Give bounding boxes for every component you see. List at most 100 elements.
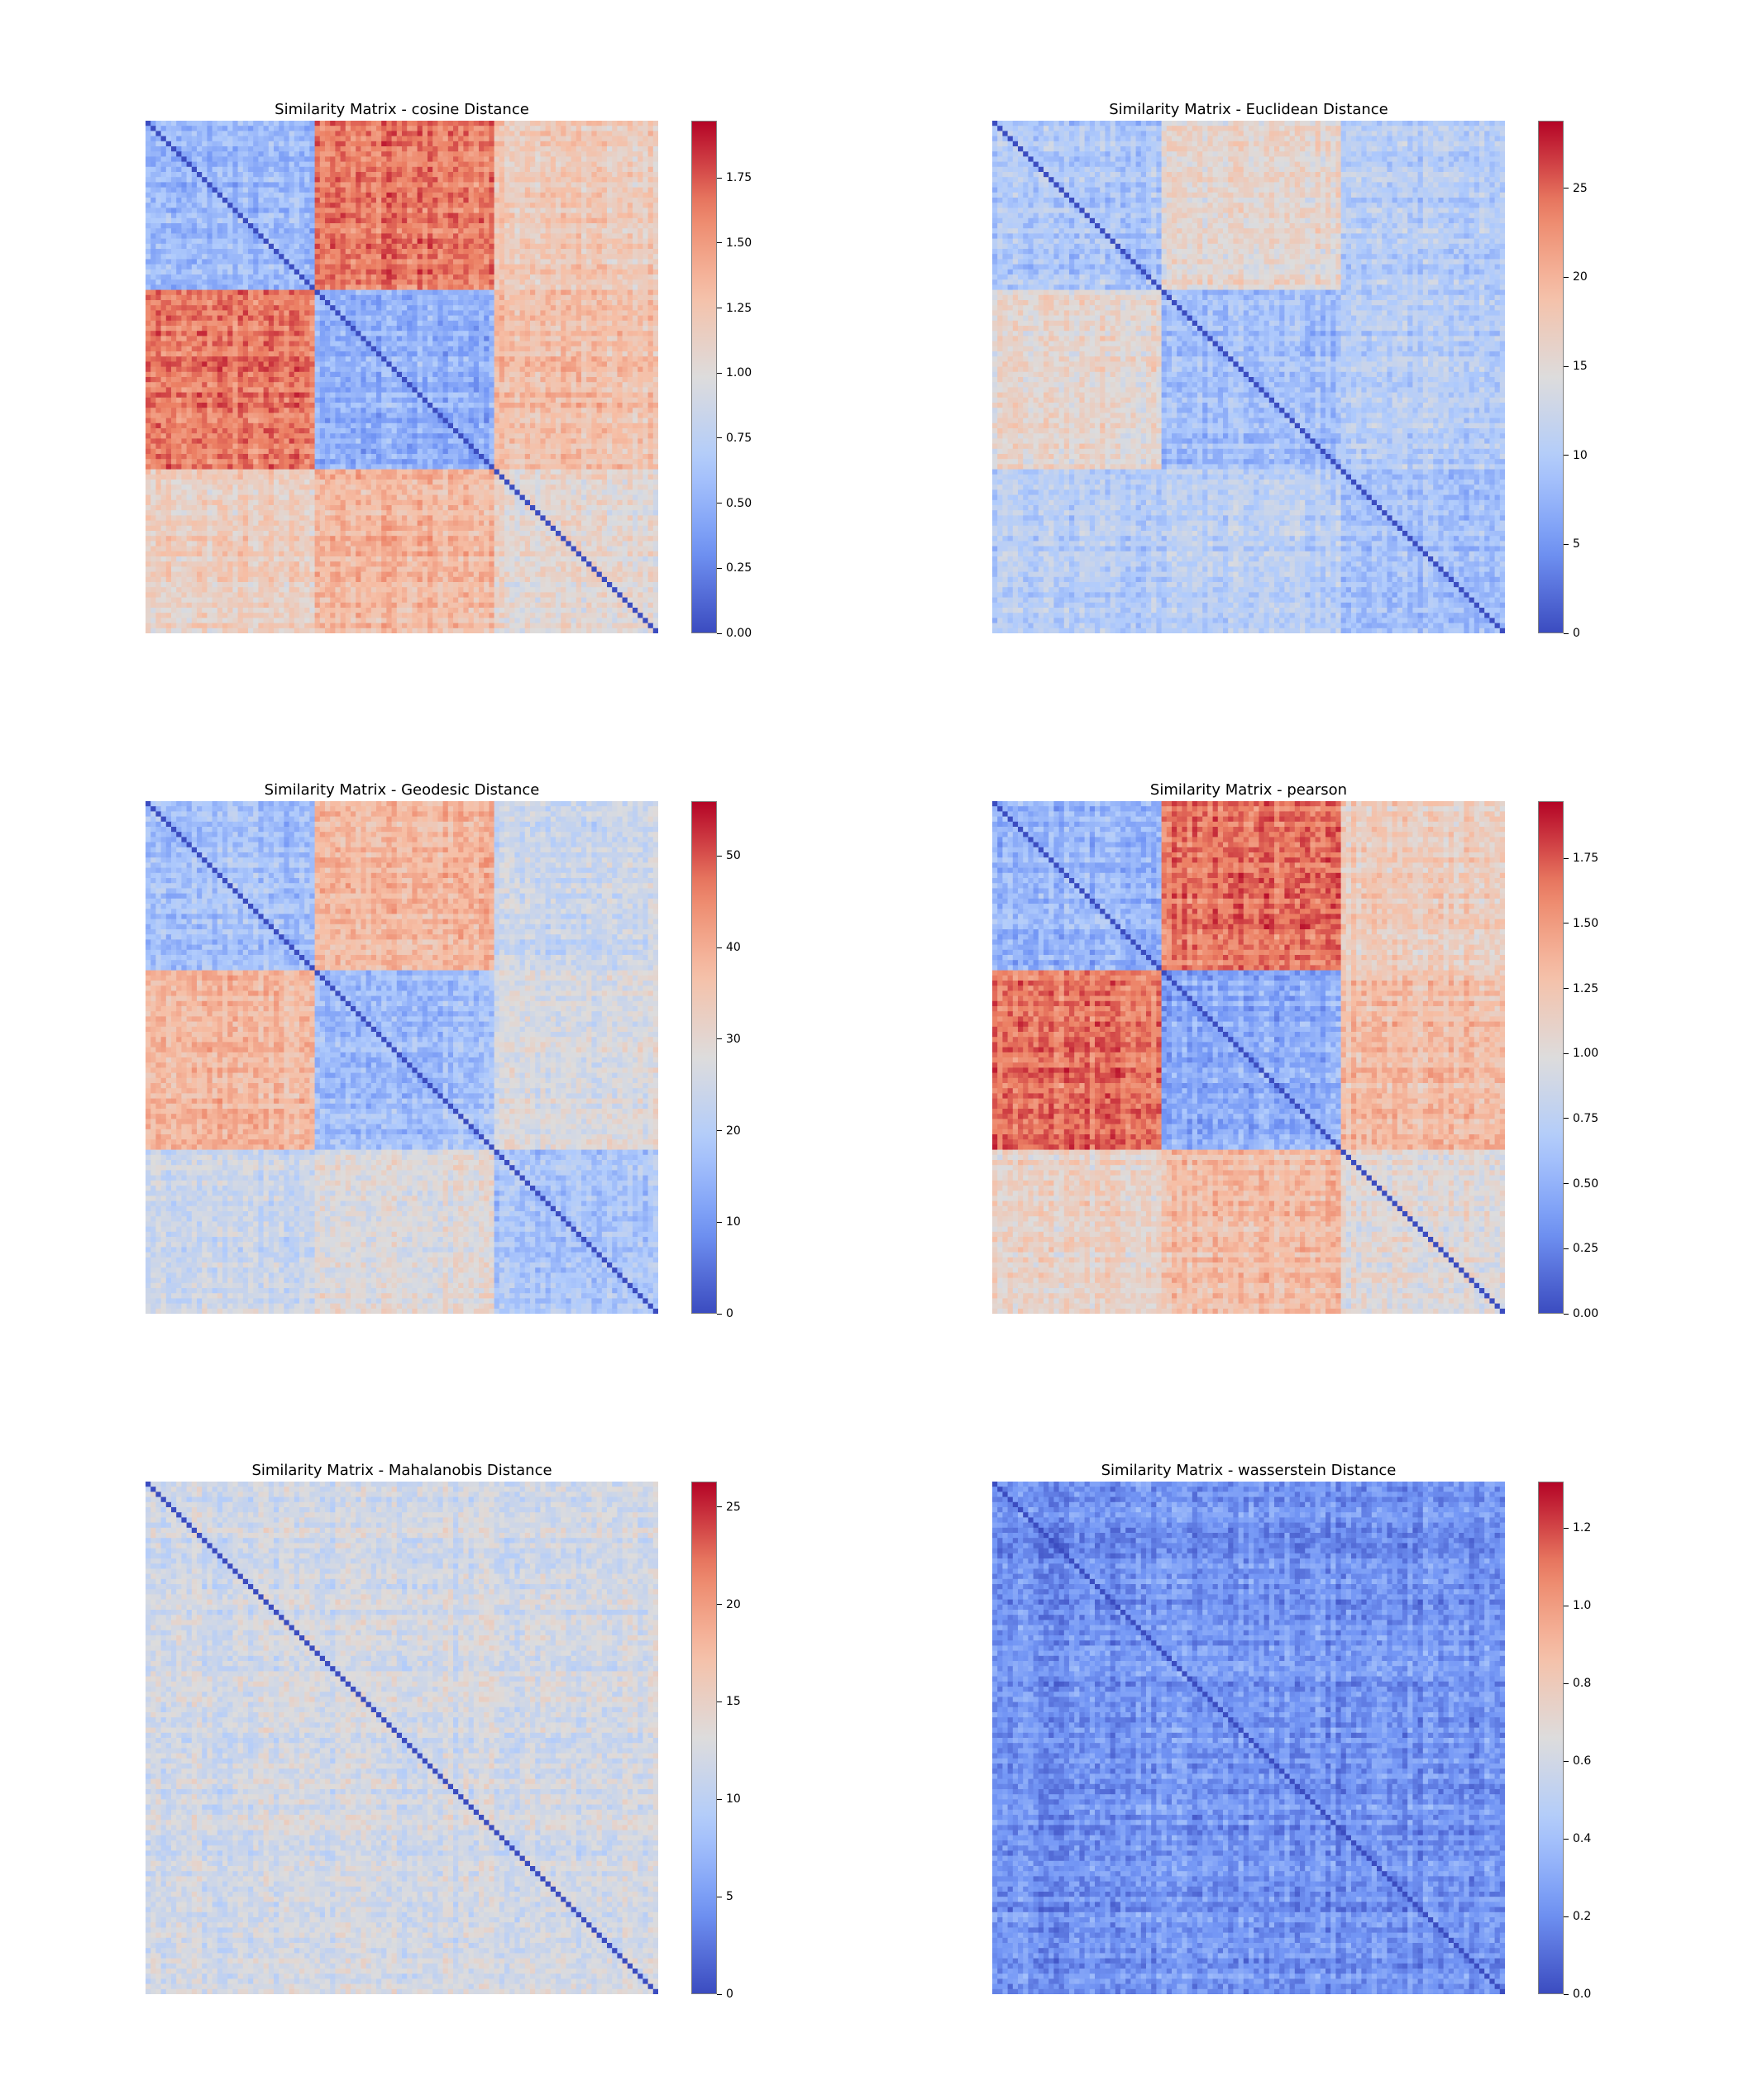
heatmap-cell (561, 239, 566, 245)
heatmap-cell (274, 372, 279, 378)
heatmap-cell (361, 249, 366, 255)
heatmap-cell (341, 121, 346, 126)
heatmap-cell (581, 156, 587, 162)
heatmap-cell (607, 218, 613, 224)
heatmap-cell (294, 372, 300, 378)
heatmap-cell (633, 213, 638, 219)
heatmap-cell (566, 126, 571, 131)
heatmap-cell (213, 346, 218, 352)
heatmap-cell (207, 218, 213, 224)
heatmap-cell (366, 356, 372, 362)
heatmap-cell (187, 331, 193, 336)
heatmap-cell (274, 326, 279, 332)
heatmap-cell (453, 367, 459, 373)
heatmap-cell (192, 270, 198, 275)
heatmap-cell (258, 249, 264, 255)
heatmap-cell (479, 146, 485, 152)
heatmap-cell (304, 270, 310, 275)
heatmap-cell (407, 341, 413, 347)
heatmap-cell (238, 218, 244, 224)
heatmap-cell (289, 254, 295, 260)
heatmap-cell (535, 239, 541, 245)
heatmap-cell (304, 361, 310, 367)
heatmap-cell (356, 249, 361, 255)
heatmap-cell (150, 151, 156, 157)
heatmap-cell (202, 321, 208, 327)
heatmap-cell (371, 336, 377, 341)
heatmap-cell (269, 341, 275, 347)
heatmap-cell (217, 208, 223, 213)
heatmap-cell (443, 203, 449, 208)
heatmap-cell (232, 223, 238, 229)
heatmap-cell (535, 146, 541, 152)
heatmap-cell (463, 259, 469, 265)
heatmap-cell (571, 316, 577, 322)
heatmap-cell (213, 279, 218, 285)
heatmap-cell (514, 351, 520, 357)
heatmap-cell (474, 341, 480, 347)
heatmap-cell (458, 218, 464, 224)
heatmap-cell (381, 341, 387, 347)
heatmap-cell (155, 367, 161, 373)
heatmap-cell (341, 346, 346, 352)
heatmap-cell (571, 126, 577, 131)
heatmap-cell (238, 295, 244, 301)
heatmap-cell (279, 321, 284, 327)
heatmap-cell (289, 372, 295, 378)
heatmap-cell (566, 305, 571, 311)
heatmap-cell (155, 341, 161, 347)
heatmap-cell (469, 295, 475, 301)
heatmap-cell (155, 131, 161, 136)
heatmap-cell (397, 208, 403, 213)
heatmap-cell (653, 341, 658, 347)
heatmap-cell (304, 121, 310, 126)
heatmap-cell (628, 331, 633, 336)
heatmap-cell (330, 188, 336, 193)
heatmap-cell (633, 300, 638, 306)
heatmap-cell (591, 361, 597, 367)
heatmap-cell (397, 126, 403, 131)
heatmap-cell (253, 193, 259, 198)
heatmap-cell (489, 162, 494, 168)
heatmap-cell (443, 351, 449, 357)
heatmap-cell (150, 270, 156, 275)
heatmap-cell (602, 141, 608, 147)
heatmap-cell (458, 356, 464, 362)
heatmap-cell (489, 249, 494, 255)
heatmap-cell (166, 310, 172, 316)
heatmap-cell (546, 244, 552, 250)
heatmap-cell (633, 367, 638, 373)
heatmap-cell (458, 228, 464, 234)
heatmap-cell (381, 141, 387, 147)
heatmap-cell (356, 218, 361, 224)
heatmap-cell (407, 356, 413, 362)
heatmap-cell (418, 188, 423, 193)
heatmap-cell (397, 121, 403, 126)
heatmap-cell (289, 290, 295, 296)
heatmap-cell (264, 316, 270, 322)
heatmap-cell (176, 244, 182, 250)
heatmap-cell (258, 223, 264, 229)
heatmap-cell (437, 203, 443, 208)
heatmap-cell (176, 218, 182, 224)
heatmap-cell (192, 162, 198, 168)
heatmap-cell (197, 249, 203, 255)
heatmap-cell (602, 284, 608, 290)
heatmap-cell (597, 321, 603, 327)
heatmap-cell (397, 233, 403, 239)
heatmap-cell (504, 177, 510, 183)
heatmap-cell (453, 218, 459, 224)
heatmap-cell (289, 316, 295, 322)
heatmap-cell (361, 316, 366, 322)
heatmap-cell (161, 284, 167, 290)
heatmap-cell (253, 218, 259, 224)
heatmap-cell (530, 167, 536, 173)
heatmap-cell (418, 361, 423, 367)
heatmap-cell (371, 316, 377, 322)
heatmap-cell (602, 213, 608, 219)
heatmap-cell (171, 218, 177, 224)
heatmap-cell (597, 162, 603, 168)
heatmap-cell (150, 167, 156, 173)
heatmap-cell (418, 259, 423, 265)
heatmap-cell (402, 121, 408, 126)
